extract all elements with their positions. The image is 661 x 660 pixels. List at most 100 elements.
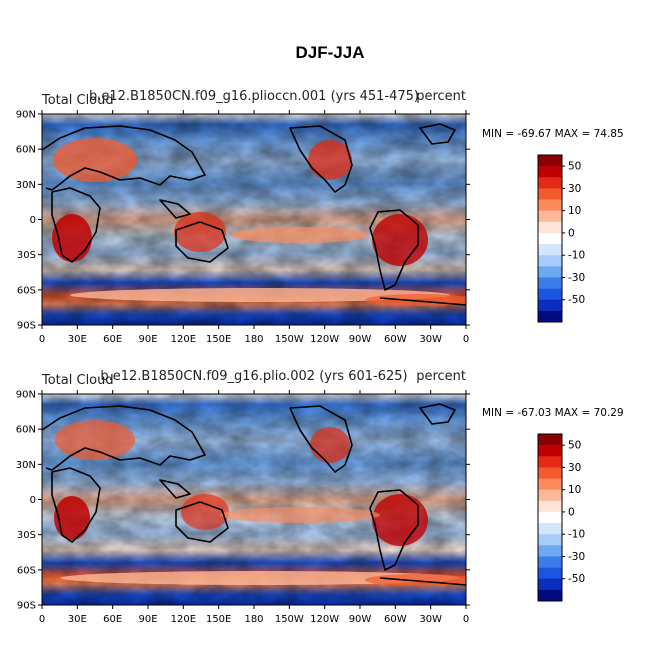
lon-tick-label: 150E bbox=[206, 334, 231, 345]
panel-2-variable: Total Cloud bbox=[41, 373, 114, 388]
panel-2-min-max: MIN = -67.03 MAX = 70.29 bbox=[482, 407, 624, 419]
panel-2-colorbar: 50 30 10 0 -10 -30 -50 bbox=[537, 433, 585, 602]
colorbar-swatch bbox=[538, 445, 562, 457]
colorbar-swatch bbox=[538, 299, 562, 312]
colorbar-label: -10 bbox=[568, 250, 585, 262]
figure-title: DJF-JJA bbox=[296, 43, 365, 62]
lon-tick-label: 0 bbox=[463, 334, 469, 345]
lat-tick-label: 60N bbox=[16, 425, 36, 436]
map-panel-1: Total Cloud b.e12.B1850CN.f09_g16.pliocс… bbox=[16, 89, 624, 345]
lon-tick-label: 30E bbox=[68, 614, 87, 625]
lon-tick-label: 0 bbox=[39, 334, 45, 345]
lon-tick-label: 90E bbox=[138, 334, 157, 345]
colorbar-swatch bbox=[538, 244, 562, 256]
lon-tick-label: 90W bbox=[349, 614, 372, 625]
panel-1-min-max: MIN = -69.67 MAX = 74.85 bbox=[482, 128, 624, 140]
panel-2-anomaly-blobs bbox=[54, 420, 466, 586]
colorbar-label: 0 bbox=[568, 227, 575, 239]
lat-tick-label: 30N bbox=[16, 460, 36, 471]
lon-tick-label: 150E bbox=[206, 614, 231, 625]
lon-tick-label: 0 bbox=[463, 614, 469, 625]
lon-tick-label: 120W bbox=[310, 334, 339, 345]
panel-1-colorbar: 50 30 10 0 -10 -30 -50 bbox=[537, 154, 585, 323]
colorbar-frame bbox=[537, 433, 563, 602]
lat-tick-label: 0 bbox=[30, 495, 36, 506]
colorbar-swatch bbox=[538, 456, 562, 468]
colorbar-label: 50 bbox=[568, 440, 581, 452]
lat-tick-label: 30N bbox=[16, 180, 36, 191]
panel-1-variable: Total Cloud bbox=[41, 93, 114, 108]
colorbar-swatch bbox=[538, 232, 562, 245]
colorbar-swatch bbox=[538, 210, 562, 223]
colorbar-swatch bbox=[538, 467, 562, 479]
lon-tick-label: 90E bbox=[138, 614, 157, 625]
lat-tick-label: 90N bbox=[16, 110, 36, 121]
colorbar-label: 0 bbox=[568, 506, 575, 518]
colorbar-swatch bbox=[538, 511, 562, 524]
colorbar-swatch bbox=[538, 155, 562, 167]
lon-tick-label: 180 bbox=[244, 334, 263, 345]
lat-tick-label: 90N bbox=[16, 390, 36, 401]
lat-tick-label: 0 bbox=[30, 215, 36, 226]
lat-tick-label: 60S bbox=[17, 285, 36, 296]
colorbar-swatch bbox=[538, 500, 562, 513]
colorbar-swatch bbox=[538, 578, 562, 591]
lon-tick-label: 30W bbox=[419, 334, 442, 345]
lon-tick-label: 150W bbox=[275, 614, 304, 625]
lat-tick-label: 30S bbox=[17, 250, 36, 261]
lat-tick-label: 60S bbox=[17, 565, 36, 576]
colorbar-swatch bbox=[538, 199, 562, 211]
colorbar-label: 30 bbox=[568, 183, 581, 195]
colorbar-label: -30 bbox=[568, 272, 585, 284]
lon-tick-label: 30W bbox=[419, 614, 442, 625]
lon-tick-label: 0 bbox=[39, 614, 45, 625]
lon-tick-label: 60E bbox=[103, 614, 122, 625]
lon-tick-label: 60W bbox=[384, 334, 407, 345]
colorbar-label: -30 bbox=[568, 551, 585, 563]
panel-1-field bbox=[42, 114, 466, 325]
lon-tick-label: 120E bbox=[171, 334, 196, 345]
lon-tick-label: 30E bbox=[68, 334, 87, 345]
colorbar-frame bbox=[537, 154, 563, 323]
colorbar-label: 10 bbox=[568, 484, 581, 496]
colorbar-swatch bbox=[538, 221, 562, 234]
colorbar-swatch bbox=[538, 255, 562, 267]
colorbar-swatch bbox=[538, 177, 562, 189]
colorbar-label: -50 bbox=[568, 573, 585, 585]
colorbar-swatch bbox=[538, 478, 562, 490]
panel-2-run-title: b.e12.B1850CN.f09_g16.plio.002 (yrs 601-… bbox=[100, 369, 407, 384]
colorbar-swatch bbox=[538, 277, 562, 289]
lon-tick-label: 120E bbox=[171, 614, 196, 625]
panel-2-coastlines bbox=[42, 403, 466, 586]
colorbar-swatch bbox=[538, 567, 562, 580]
colorbar-swatch bbox=[538, 534, 562, 546]
lon-tick-label: 90W bbox=[349, 334, 372, 345]
colorbar-swatch bbox=[538, 589, 562, 602]
colorbar-swatch bbox=[538, 489, 562, 502]
panel-2-field bbox=[42, 394, 466, 605]
lon-tick-label: 120W bbox=[310, 614, 339, 625]
lat-tick-label: 30S bbox=[17, 530, 36, 541]
colorbar-swatch bbox=[538, 434, 562, 446]
colorbar-label: 10 bbox=[568, 205, 581, 217]
panel-1-coastlines bbox=[42, 123, 466, 306]
lon-tick-label: 60W bbox=[384, 614, 407, 625]
lat-tick-label: 90S bbox=[17, 321, 36, 332]
colorbar-swatch bbox=[538, 266, 562, 278]
colorbar-label: -50 bbox=[568, 294, 585, 306]
panel-1-anomaly-blobs bbox=[52, 138, 466, 306]
colorbar-swatch bbox=[538, 166, 562, 178]
colorbar-label: 50 bbox=[568, 161, 581, 173]
lat-tick-label: 90S bbox=[17, 601, 36, 612]
colorbar-swatch bbox=[538, 556, 562, 568]
panel-1-run-title: b.e12.B1850CN.f09_g16.pliocсn.001 (yrs 4… bbox=[89, 89, 419, 104]
colorbar-swatch bbox=[538, 288, 562, 301]
colorbar-swatch bbox=[538, 310, 562, 323]
colorbar-label: -10 bbox=[568, 529, 585, 541]
lon-tick-label: 180 bbox=[244, 614, 263, 625]
panel-1-units: percent bbox=[416, 89, 466, 104]
colorbar-swatch bbox=[538, 523, 562, 535]
